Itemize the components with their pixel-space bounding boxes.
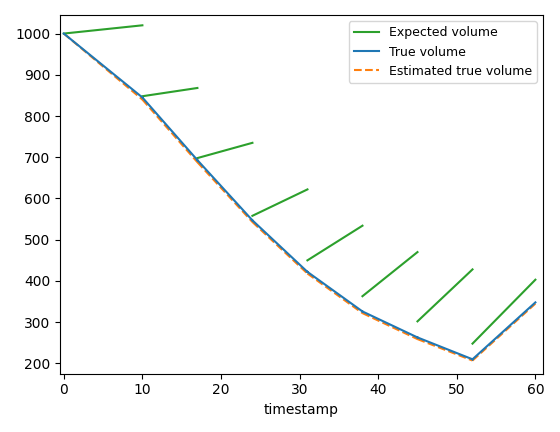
True volume bbox=[60, 31, 67, 36]
True volume bbox=[132, 89, 139, 95]
Estimated true volume bbox=[60, 31, 67, 36]
True volume bbox=[532, 300, 539, 305]
Estimated true volume bbox=[315, 279, 322, 284]
Expected volume bbox=[532, 277, 539, 282]
True volume bbox=[462, 354, 469, 359]
X-axis label: timestamp: timestamp bbox=[264, 403, 339, 417]
Estimated true volume bbox=[462, 355, 469, 360]
Line: Expected volume: Expected volume bbox=[64, 25, 535, 343]
True volume bbox=[315, 277, 322, 283]
Line: Estimated true volume: Estimated true volume bbox=[64, 34, 535, 361]
Expected volume bbox=[60, 31, 67, 36]
Estimated true volume bbox=[132, 91, 139, 96]
Expected volume bbox=[327, 243, 334, 248]
Estimated true volume bbox=[327, 287, 334, 292]
Estimated true volume bbox=[386, 323, 393, 328]
Estimated true volume bbox=[532, 301, 539, 306]
Line: True volume: True volume bbox=[64, 34, 535, 359]
Expected volume bbox=[462, 273, 469, 279]
Expected volume bbox=[352, 228, 359, 233]
True volume bbox=[327, 286, 334, 291]
True volume bbox=[386, 321, 393, 327]
Expected volume bbox=[386, 273, 393, 278]
True volume bbox=[352, 304, 359, 309]
Expected volume bbox=[315, 251, 322, 256]
Legend: Expected volume, True volume, Estimated true volume: Expected volume, True volume, Estimated … bbox=[349, 21, 537, 83]
Expected volume bbox=[132, 23, 139, 29]
Estimated true volume bbox=[352, 305, 359, 311]
